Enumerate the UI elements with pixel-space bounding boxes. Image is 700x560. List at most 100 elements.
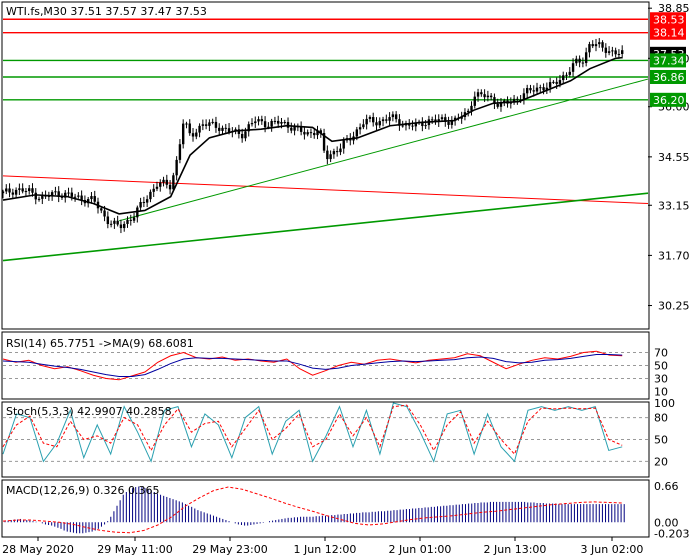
candle-body (116, 220, 119, 225)
candle-body (539, 87, 542, 89)
candle-body (467, 110, 470, 113)
candle-body (201, 124, 205, 126)
candle-body (244, 131, 247, 139)
candle-body (424, 125, 427, 127)
candle-body (434, 119, 437, 122)
candle-body (145, 199, 149, 203)
candle-body (299, 126, 303, 132)
rsi-panel-title: RSI(14) 65.7751 ->MA(9) 68.6081 (6, 337, 194, 350)
rsi-panel-frame (1, 331, 650, 400)
candle-body (204, 124, 208, 126)
trend-line (2, 175, 649, 205)
candle-body (129, 219, 132, 221)
candle-body (254, 121, 257, 124)
rsi-tick-label: 70 (654, 347, 668, 360)
candle-body (8, 188, 11, 193)
candle-body (437, 119, 440, 122)
candle-body (614, 50, 617, 55)
candle-body (77, 195, 80, 197)
candle-body (57, 191, 60, 197)
stoch-series-line (2, 404, 623, 456)
candle-body (260, 119, 264, 122)
rsi-series-line (2, 350, 623, 381)
stoch-series-line (2, 402, 623, 463)
candle-body (604, 47, 608, 53)
moving-average-line (2, 56, 623, 215)
candle-body (50, 192, 54, 197)
level-badge (650, 53, 686, 68)
candle-body (224, 127, 227, 129)
level-badge-label: 38.53 (653, 13, 685, 26)
level-badge-label: 37.34 (653, 54, 685, 67)
candle-body (273, 120, 277, 122)
candle-body (168, 184, 172, 190)
x-tick-label: 2 Jun 01:00 (389, 543, 452, 556)
stoch-tick-label: 100 (654, 397, 675, 410)
candle-body (221, 127, 224, 131)
rsi-layer (2, 350, 648, 381)
candle-body (453, 117, 457, 121)
candle-body (385, 119, 388, 121)
x-tick-label: 2 Jun 13:00 (484, 543, 547, 556)
candle-body (368, 117, 372, 119)
candle-body (306, 132, 309, 135)
candle-body (237, 129, 241, 134)
candle-body (250, 123, 254, 125)
candle-body (185, 123, 188, 125)
candle-body (362, 124, 365, 128)
candle-body (358, 127, 362, 130)
rsi-series-line (2, 353, 623, 378)
candle-body (552, 81, 555, 83)
axis-layer: 38.8537.4036.0034.5533.1531.7030.2538.53… (2, 2, 689, 556)
candle-body (355, 129, 359, 137)
candle-body (24, 191, 28, 193)
candle-body (267, 126, 270, 128)
macd-layer (2, 486, 625, 534)
x-tick-label: 3 Jun 02:00 (581, 543, 644, 556)
x-tick-label: 29 May 23:00 (192, 543, 267, 556)
candle-body (162, 179, 165, 183)
candle-body (218, 127, 221, 131)
candle-body (378, 121, 381, 126)
price-tick-label: 31.70 (658, 249, 690, 262)
candle-body (188, 123, 191, 134)
candle-body (342, 140, 345, 149)
candle-body (37, 198, 41, 200)
candle-body (191, 133, 195, 137)
candle-body (313, 133, 316, 136)
candle-body (178, 144, 182, 160)
candle-body (588, 44, 591, 53)
candle-body (555, 81, 558, 84)
candle-body (293, 126, 296, 131)
candle-body (60, 196, 64, 198)
candle-body (93, 196, 96, 202)
level-badge (650, 25, 686, 40)
candle-body (283, 121, 286, 123)
candle-body (109, 223, 113, 225)
candle-body (365, 118, 368, 125)
candle-body (309, 132, 313, 134)
candle-body (394, 114, 398, 120)
macd-signal-line (2, 486, 623, 534)
candle-body (401, 125, 404, 127)
candle-body (571, 63, 575, 72)
stoch-panel-title: Stoch(5,3,3) 42.9907 40.2858 (6, 405, 172, 418)
candle-body (152, 188, 155, 192)
level-badge (650, 12, 686, 27)
candle-body (440, 117, 444, 120)
candle-body (575, 58, 578, 64)
candle-body (119, 224, 123, 229)
candle-body (594, 44, 598, 47)
candle-body (493, 97, 496, 104)
candle-body (227, 128, 231, 133)
candle-body (47, 195, 51, 197)
candle-body (584, 52, 588, 64)
candle-body (476, 92, 480, 97)
candle-body (414, 122, 417, 127)
level-badge-label: 36.20 (653, 94, 685, 107)
candle-body (388, 117, 391, 121)
candle-body (1, 191, 5, 194)
candle-body (290, 127, 293, 131)
candle-body (326, 150, 329, 160)
candle-body (172, 175, 175, 190)
